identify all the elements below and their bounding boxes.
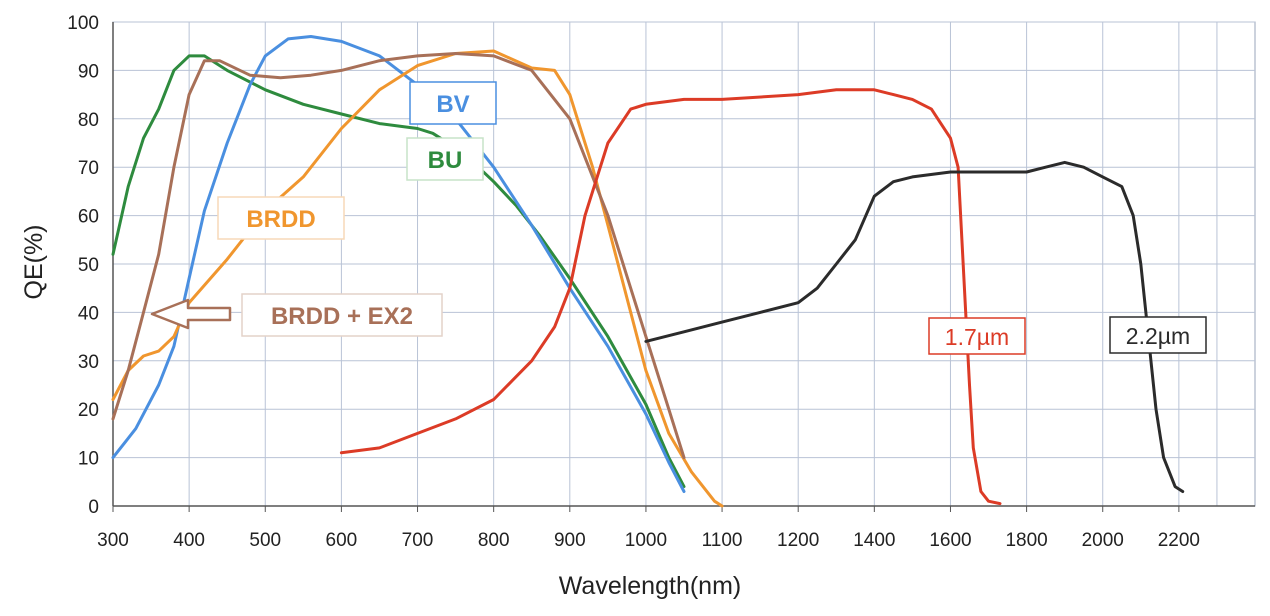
x-tick-label: 2000 [1082, 530, 1124, 551]
y-tick-label: 40 [78, 303, 99, 324]
y-tick-label: 20 [78, 400, 99, 421]
y-axis-title: QE(%) [20, 225, 48, 300]
x-tick-label: 900 [554, 530, 586, 551]
x-tick-labels: 300 400 500 600 700 800 900 1000 1100 1200 1400 160… [97, 506, 1200, 551]
label-brdd-text: BRDD [246, 206, 315, 233]
y-tick-label: 70 [78, 158, 99, 179]
label-bv-text: BV [436, 91, 469, 118]
arrow-left-icon [150, 298, 232, 330]
x-tick-label: 600 [326, 530, 358, 551]
y-tick-label: 60 [78, 207, 99, 228]
y-tick-label: 10 [78, 449, 99, 470]
label-brdd-ex2: BRDD + EX2 [241, 293, 443, 337]
label-brdd: BRDD [217, 196, 345, 240]
x-tick-label: 2200 [1158, 530, 1200, 551]
x-tick-label: 1800 [1005, 530, 1047, 551]
x-tick-label: 400 [173, 530, 205, 551]
label-1-7um: 1.7µm [928, 317, 1026, 355]
label-bu-text: BU [428, 147, 463, 174]
series-line-bu [111, 54, 686, 489]
series-line-brdd-ex2 [111, 52, 686, 460]
label-bu: BU [406, 137, 484, 181]
x-tick-label: 300 [97, 530, 129, 551]
x-tick-label: 1600 [929, 530, 971, 551]
y-tick-label: 0 [88, 497, 99, 518]
x-tick-label: 500 [249, 530, 281, 551]
y-tick-label: 50 [78, 255, 99, 276]
x-tick-label: 700 [402, 530, 434, 551]
x-axis-title: Wavelength(nm) [559, 572, 741, 600]
y-tick-label: 90 [78, 61, 99, 82]
y-tick-label: 80 [78, 110, 99, 131]
label-2-2um-text: 2.2µm [1126, 323, 1190, 349]
x-tick-label: 1100 [702, 530, 743, 551]
arrow-brdd-ex2 [150, 298, 232, 330]
label-bv: BV [409, 81, 497, 125]
y-tick-label: 30 [78, 352, 99, 373]
label-brdd-ex2-text: BRDD + EX2 [271, 303, 413, 330]
label-2-2um: 2.2µm [1109, 316, 1207, 354]
x-tick-label: 800 [478, 530, 510, 551]
x-tick-label: 1000 [625, 530, 667, 551]
y-tick-labels: 0 10 20 30 40 50 60 70 80 90 100 [67, 13, 99, 518]
label-1-7um-text: 1.7µm [945, 324, 1009, 350]
x-tick-label: 1400 [853, 530, 895, 551]
x-tick-label: 1200 [777, 530, 819, 551]
y-tick-label: 100 [67, 13, 99, 34]
